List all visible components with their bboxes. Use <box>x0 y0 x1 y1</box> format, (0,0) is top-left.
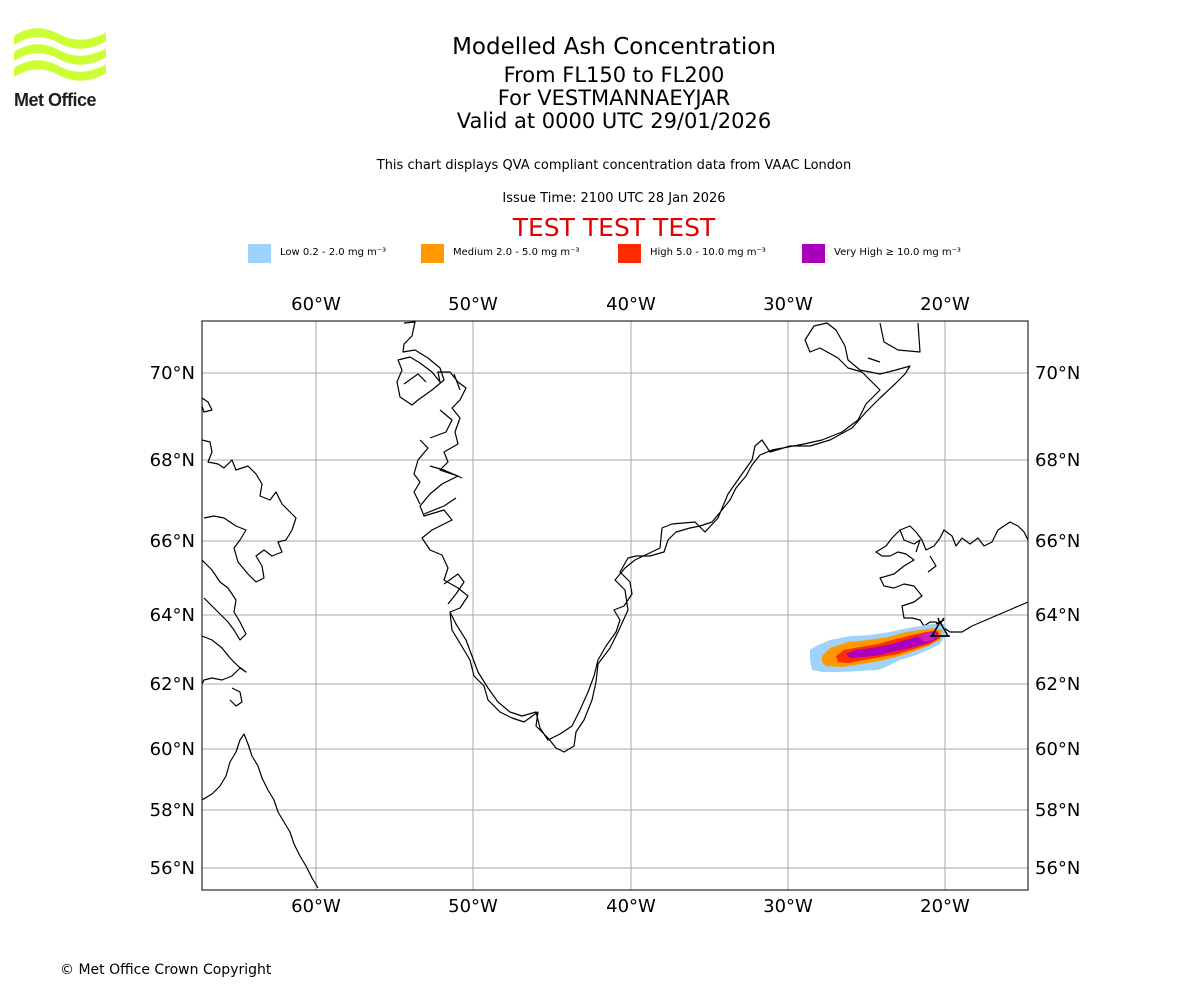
met-office-logo-text: Met Office <box>14 90 97 110</box>
lat-label-left-62n: 62°N <box>150 674 195 695</box>
issue-time: Issue Time: 2100 UTC 28 Jan 2026 <box>502 191 726 206</box>
greenland-coast-2 <box>879 322 921 353</box>
legend-swatch-high <box>618 244 641 263</box>
map-frame <box>201 320 1029 891</box>
lon-label-bottom-30w: 30°W <box>763 896 813 917</box>
ash-very-high-area <box>846 631 938 658</box>
legend-label-low: Low 0.2 - 2.0 mg m⁻³ <box>280 247 387 258</box>
lat-label-right-64n: 64°N <box>1035 605 1080 626</box>
lat-label-left-66n: 66°N <box>150 531 195 552</box>
legend-label-very-high: Very High ≥ 10.0 mg m⁻³ <box>834 247 961 258</box>
legend-swatch-low <box>248 244 271 263</box>
flight-levels: From FL150 to FL200 <box>503 63 725 87</box>
baffin-coast <box>202 397 319 889</box>
iceland-northwest-fjords <box>899 529 937 573</box>
lat-label-left-64n: 64°N <box>150 605 195 626</box>
lat-label-right-56n: 56°N <box>1035 858 1080 879</box>
lon-label-bottom-20w: 20°W <box>920 896 970 917</box>
lon-label-bottom-50w: 50°W <box>448 896 498 917</box>
lat-label-right-58n: 58°N <box>1035 800 1080 821</box>
lat-label-right-66n: 66°N <box>1035 531 1080 552</box>
lon-label-bottom-40w: 40°W <box>606 896 656 917</box>
lat-label-right-62n: 62°N <box>1035 674 1080 695</box>
ash-peak-area <box>918 632 936 642</box>
greenland-coast <box>396 321 911 753</box>
ash-plume <box>810 624 946 672</box>
lon-label-top-40w: 40°W <box>606 294 656 315</box>
lon-label-top-30w: 30°W <box>763 294 813 315</box>
legend-swatch-very-high <box>802 244 825 263</box>
chart-description: This chart displays QVA compliant concen… <box>376 158 852 173</box>
iceland-coast <box>875 521 1028 633</box>
chart-title-block: Modelled Ash Concentration From FL150 to… <box>314 30 914 133</box>
lon-label-top-20w: 20°W <box>920 294 970 315</box>
lat-label-left-60n: 60°N <box>150 739 195 760</box>
met-office-waves-icon <box>14 28 106 81</box>
lat-label-right-68n: 68°N <box>1035 450 1080 471</box>
lat-label-right-60n: 60°N <box>1035 739 1080 760</box>
valid-time: Valid at 0000 UTC 29/01/2026 <box>456 109 772 133</box>
lat-label-left-58n: 58°N <box>150 800 195 821</box>
copyright-notice: © Met Office Crown Copyright <box>60 962 272 978</box>
legend-label-medium: Medium 2.0 - 5.0 mg m⁻³ <box>453 247 580 258</box>
legend-swatch-medium <box>421 244 444 263</box>
lon-label-bottom-60w: 60°W <box>291 896 341 917</box>
volcano-icon <box>930 617 950 637</box>
volcano-name: For VESTMANNAEYJAR <box>497 86 731 110</box>
lat-label-left-56n: 56°N <box>150 858 195 879</box>
coastlines <box>202 321 1028 889</box>
lat-label-left-70n: 70°N <box>150 363 195 384</box>
chart-title: Modelled Ash Concentration <box>452 34 776 60</box>
test-banner: TEST TEST TEST <box>512 213 716 242</box>
map-gridlines <box>202 321 1028 890</box>
met-office-logo: Met Office <box>14 28 109 114</box>
lon-label-top-60w: 60°W <box>291 294 341 315</box>
lat-label-right-70n: 70°N <box>1035 363 1080 384</box>
lat-label-left-68n: 68°N <box>150 450 195 471</box>
lon-label-top-50w: 50°W <box>448 294 498 315</box>
greenland-fjords <box>403 357 881 605</box>
legend-label-high: High 5.0 - 10.0 mg m⁻³ <box>650 247 766 258</box>
